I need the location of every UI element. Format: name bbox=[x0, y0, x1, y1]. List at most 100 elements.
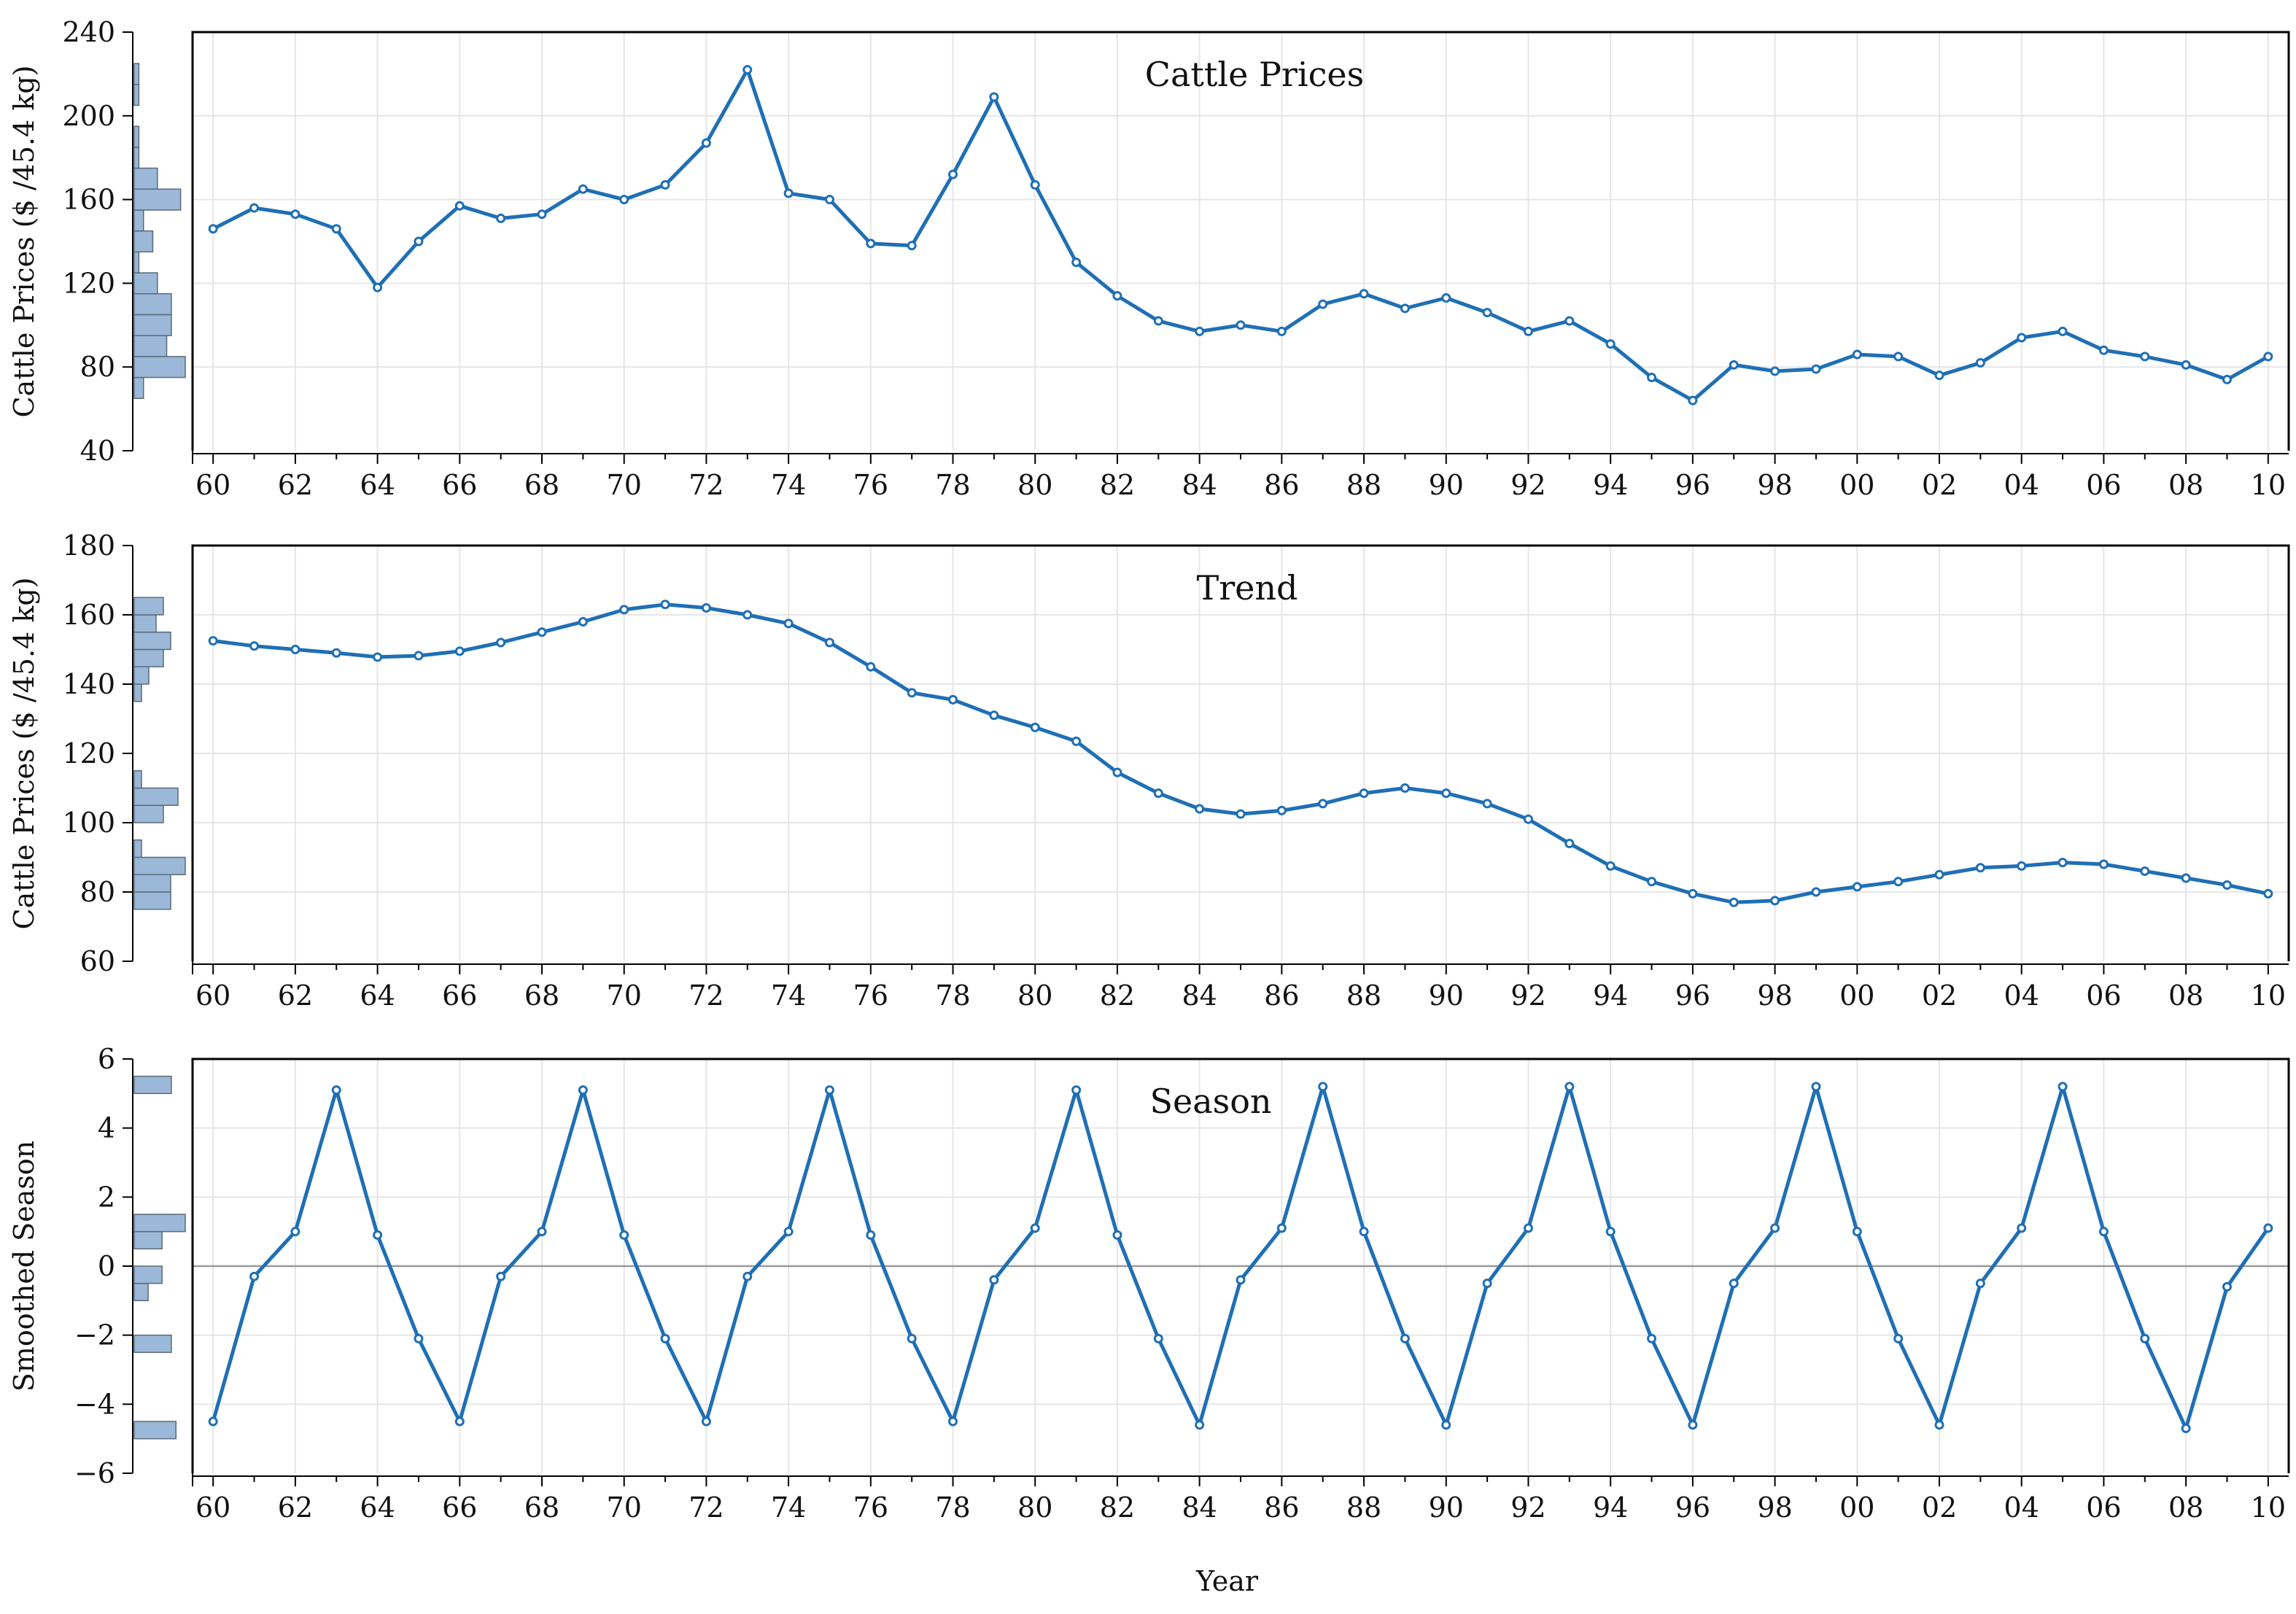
x-tick-label: 04 bbox=[2004, 979, 2039, 1012]
data-point bbox=[1318, 799, 1328, 809]
data-point bbox=[1400, 1333, 1410, 1343]
data-point bbox=[1441, 292, 1451, 303]
x-tick-label: 88 bbox=[1346, 469, 1381, 501]
data-point bbox=[2181, 873, 2191, 883]
x-tick-label: 08 bbox=[2168, 469, 2203, 501]
y-tick-label: 80 bbox=[80, 876, 115, 908]
data-point bbox=[537, 627, 547, 637]
data-point bbox=[1688, 888, 1698, 899]
data-point bbox=[331, 224, 341, 234]
histogram-bar bbox=[133, 1421, 177, 1440]
data-point bbox=[249, 1271, 260, 1281]
data-point bbox=[2017, 1223, 2027, 1233]
data-point bbox=[578, 617, 588, 626]
x-tick-label: 88 bbox=[1346, 1491, 1381, 1524]
x-tick-label: 06 bbox=[2086, 469, 2121, 501]
x-tick-label: 96 bbox=[1675, 1491, 1710, 1524]
y-tick-label: −2 bbox=[74, 1319, 115, 1351]
x-tick-label: 80 bbox=[1017, 1491, 1052, 1524]
x-tick-label: 76 bbox=[853, 469, 888, 501]
data-point bbox=[2058, 858, 2068, 868]
data-point bbox=[208, 224, 218, 234]
data-point bbox=[1688, 1420, 1698, 1430]
x-tick-label: 64 bbox=[360, 469, 395, 501]
x-tick-label: 64 bbox=[360, 1491, 395, 1524]
marginal-histogram bbox=[133, 597, 186, 910]
x-tick-label: 82 bbox=[1100, 979, 1135, 1012]
x-tick-label: 10 bbox=[2251, 469, 2286, 501]
x-tick-label: 62 bbox=[278, 1491, 313, 1524]
data-point bbox=[1400, 783, 1410, 793]
data-point bbox=[2098, 859, 2109, 869]
y-tick-label: 200 bbox=[62, 100, 115, 132]
x-tick-label: 94 bbox=[1593, 469, 1628, 501]
x-tick-label: 60 bbox=[195, 979, 230, 1012]
histogram-bar bbox=[133, 874, 171, 893]
data-point bbox=[619, 195, 629, 205]
x-tick-label: 60 bbox=[195, 1491, 230, 1524]
y-axis-title: Smoothed Season bbox=[8, 1141, 40, 1392]
data-point bbox=[1523, 814, 1533, 824]
y-tick-label: 180 bbox=[62, 529, 115, 562]
data-point bbox=[824, 1085, 834, 1095]
data-point bbox=[1112, 767, 1122, 777]
data-point bbox=[496, 213, 506, 223]
x-tick-label: 72 bbox=[689, 1491, 724, 1524]
x-tick-label: 68 bbox=[524, 979, 559, 1012]
data-point bbox=[1647, 877, 1657, 887]
data-point bbox=[866, 1230, 876, 1240]
x-tick-label: 98 bbox=[1757, 1491, 1792, 1524]
data-point bbox=[290, 645, 300, 654]
data-point bbox=[373, 652, 383, 662]
x-tick-label: 82 bbox=[1100, 469, 1135, 501]
histogram-bar bbox=[133, 614, 157, 633]
histogram-bar bbox=[133, 787, 179, 806]
series-line bbox=[211, 1085, 2270, 1430]
histogram-bar bbox=[133, 683, 142, 702]
data-point bbox=[2181, 360, 2191, 370]
histogram-bar bbox=[133, 251, 140, 273]
plot-frame bbox=[191, 544, 2290, 961]
x-tick-label: 66 bbox=[442, 469, 477, 501]
data-point bbox=[2263, 352, 2273, 362]
histogram-bar bbox=[133, 839, 142, 858]
histogram-bar bbox=[133, 209, 144, 232]
data-point bbox=[1441, 1420, 1451, 1430]
data-point bbox=[1934, 869, 1944, 880]
gridlines bbox=[193, 546, 2289, 961]
panel-title: Season bbox=[1149, 1082, 1271, 1121]
x-tick-label: 02 bbox=[1922, 469, 1957, 501]
data-point bbox=[1729, 1279, 1739, 1289]
data-point bbox=[1852, 1227, 1862, 1237]
data-point bbox=[2222, 374, 2232, 384]
data-point bbox=[454, 1416, 465, 1427]
data-point bbox=[2140, 1333, 2150, 1343]
data-point bbox=[1195, 326, 1205, 336]
gridlines bbox=[193, 32, 2289, 451]
data-point bbox=[1359, 289, 1369, 299]
data-point bbox=[208, 1416, 218, 1427]
data-point bbox=[1030, 180, 1040, 190]
histogram-bar bbox=[133, 648, 164, 667]
data-point bbox=[742, 610, 753, 620]
y-tick-label: 100 bbox=[62, 807, 115, 839]
histogram-bar bbox=[133, 1214, 186, 1233]
y-axis-title: Cattle Prices ($ /45.4 kg) bbox=[8, 578, 40, 930]
data-point bbox=[701, 603, 711, 613]
x-tick-label: 00 bbox=[1839, 979, 1874, 1012]
data-point bbox=[1236, 809, 1246, 819]
data-point bbox=[1770, 896, 1780, 906]
x-tick-label: 74 bbox=[771, 1491, 806, 1524]
x-tick-label: 62 bbox=[278, 469, 313, 501]
x-tick-label: 90 bbox=[1429, 979, 1464, 1012]
y-tick-label: 2 bbox=[98, 1181, 115, 1213]
plot-frame bbox=[191, 1058, 2290, 1473]
data-point bbox=[866, 661, 876, 672]
data-point bbox=[1688, 395, 1698, 406]
histogram-bar bbox=[133, 335, 168, 357]
data-point bbox=[1852, 349, 1862, 360]
histogram-bar bbox=[133, 314, 172, 336]
marginal-histogram bbox=[133, 63, 186, 399]
